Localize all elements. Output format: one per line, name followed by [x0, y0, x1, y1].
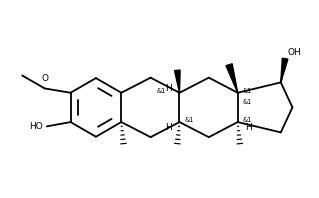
Text: &1: &1 [157, 88, 166, 94]
Polygon shape [281, 58, 288, 82]
Text: O: O [41, 74, 48, 83]
Text: &1: &1 [185, 117, 194, 123]
Polygon shape [226, 64, 238, 93]
Text: &1: &1 [243, 117, 252, 123]
Text: H: H [165, 123, 172, 132]
Text: H: H [165, 84, 172, 93]
Polygon shape [174, 70, 180, 93]
Text: H: H [245, 123, 252, 132]
Text: &1: &1 [243, 88, 252, 94]
Text: &1: &1 [243, 99, 252, 105]
Text: HO: HO [29, 122, 42, 131]
Text: OH: OH [287, 48, 301, 57]
